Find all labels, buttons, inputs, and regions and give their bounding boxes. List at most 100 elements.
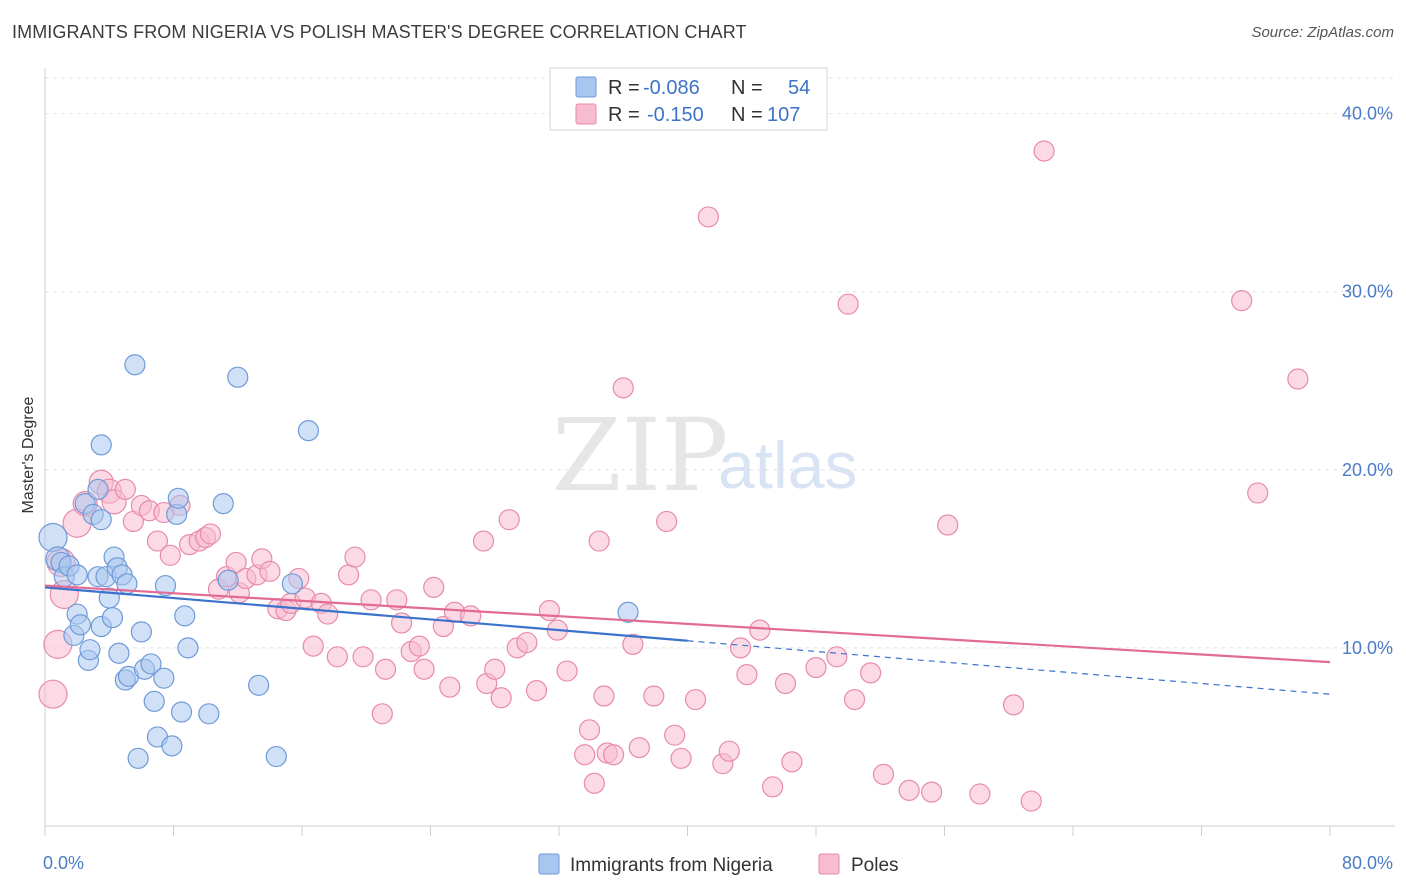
x-tick-label: 80.0% [1342, 853, 1393, 873]
data-point [781, 751, 803, 773]
data-point [87, 478, 109, 500]
legend-n-label: N = [731, 77, 763, 99]
data-point [490, 687, 512, 709]
data-point [297, 420, 320, 442]
data-point [227, 366, 249, 388]
data-point [374, 658, 397, 680]
y-tick-label: 40.0% [1342, 104, 1393, 124]
data-point [170, 701, 193, 723]
data-point [344, 546, 366, 568]
bottom-legend-label-poles: Poles [851, 855, 899, 876]
x-tick-labels: 0.0% 80.0% [43, 853, 1393, 873]
data-point [588, 530, 610, 552]
legend-n-value: 107 [767, 104, 800, 126]
data-point [130, 621, 152, 643]
y-axis-label: Master's Degree [20, 396, 37, 513]
data-point [697, 206, 719, 228]
legend-r-label: R = [608, 104, 640, 126]
data-point [736, 664, 758, 686]
y-tick-label: 30.0% [1342, 282, 1393, 302]
x-tick-label: 0.0% [43, 853, 84, 873]
data-point [612, 377, 634, 399]
trend-line [44, 584, 1331, 664]
data-point [259, 560, 281, 582]
y-tick-label: 20.0% [1342, 460, 1393, 480]
data-point [177, 637, 199, 659]
legend-swatch-poles [575, 103, 597, 125]
legend-box: R = -0.086 N = 54 R = -0.150 N = 107 [549, 67, 828, 131]
data-point [248, 674, 270, 696]
data-point [617, 601, 639, 623]
data-point [622, 633, 644, 655]
data-point [718, 740, 740, 762]
data-point [66, 564, 88, 586]
legend-swatch-nigeria [575, 76, 597, 98]
data-point [225, 551, 247, 574]
data-point [159, 544, 181, 566]
data-point [837, 293, 859, 315]
data-point [265, 745, 287, 768]
data-point [749, 619, 771, 641]
data-point [1002, 694, 1025, 716]
data-point [578, 719, 601, 741]
data-point [154, 574, 177, 597]
data-point [114, 478, 136, 500]
data-point [386, 589, 408, 611]
data-point [161, 735, 183, 757]
data-point [843, 688, 866, 711]
watermark-atlas: atlas [718, 428, 857, 502]
data-point [574, 744, 596, 766]
data-point [413, 658, 435, 680]
data-point [583, 772, 605, 794]
data-point [90, 509, 112, 531]
watermark-zip: ZIP [552, 397, 728, 514]
data-point [762, 776, 784, 798]
trend-line-extension [687, 640, 1331, 695]
data-point [484, 658, 506, 680]
data-point [643, 685, 665, 707]
data-point [1231, 290, 1253, 312]
data-point [337, 564, 360, 586]
data-point [38, 679, 68, 709]
trend-lines [44, 584, 1331, 695]
data-point [317, 603, 339, 625]
bottom-legend: Immigrants from Nigeria Poles [538, 853, 899, 876]
data-point [1247, 482, 1269, 504]
data-point [969, 783, 991, 805]
data-point [1020, 790, 1042, 812]
chart-title: IMMIGRANTS FROM NIGERIA VS POLISH MASTER… [12, 22, 747, 42]
data-point [593, 685, 615, 707]
legend-r-value: -0.150 [647, 104, 704, 126]
watermark: ZIP atlas [552, 397, 857, 514]
data-point [556, 660, 578, 682]
data-point [423, 576, 445, 598]
data-point [498, 509, 520, 531]
data-point [174, 605, 196, 627]
data-point [127, 747, 149, 769]
data-point [921, 781, 943, 803]
data-point [525, 680, 548, 702]
data-point [146, 530, 169, 552]
data-point [143, 690, 165, 712]
bottom-legend-label-nigeria: Immigrants from Nigeria [570, 855, 773, 876]
data-point [212, 493, 234, 515]
data-point [352, 646, 374, 668]
data-point [664, 724, 686, 746]
data-point [898, 779, 920, 801]
data-point [408, 635, 430, 657]
data-point [153, 667, 175, 689]
y-tick-label: 10.0% [1342, 638, 1393, 658]
bottom-legend-swatch-nigeria [538, 853, 560, 875]
data-point [217, 569, 239, 591]
data-point [937, 514, 959, 536]
data-point [360, 589, 382, 611]
data-point [774, 672, 797, 695]
data-point [684, 688, 707, 711]
y-tick-labels: 10.0% 20.0% 30.0% 40.0% [1342, 104, 1393, 658]
data-point [108, 642, 130, 664]
data-point [199, 523, 222, 545]
bottom-legend-swatch-poles [818, 853, 840, 875]
data-point [656, 510, 678, 533]
data-point [603, 744, 625, 766]
data-point [826, 646, 848, 668]
